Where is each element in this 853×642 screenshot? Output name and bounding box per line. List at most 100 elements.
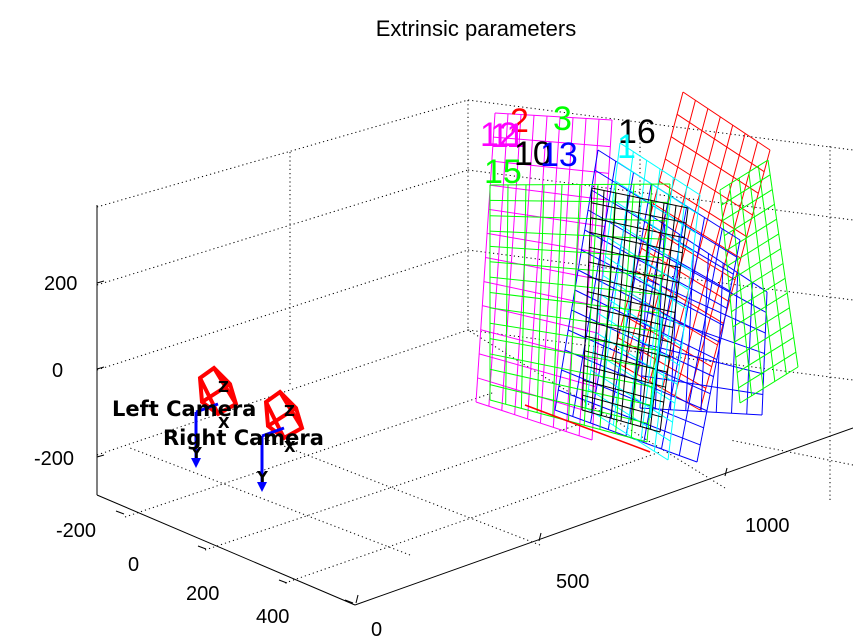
board-grid-line	[619, 142, 701, 196]
board-grid-line	[479, 353, 596, 388]
camera-axis-letter-z: Z	[218, 378, 229, 396]
board-grid-line	[491, 160, 609, 174]
board-grid-line	[676, 113, 765, 173]
camera-frustum-edge	[266, 406, 298, 428]
board-grid-line	[722, 189, 773, 221]
board-grid-line	[582, 394, 662, 418]
board-grid-line	[641, 375, 763, 395]
x-tick-mark	[344, 599, 354, 604]
board-grid-line	[581, 409, 661, 433]
grid-line	[96, 249, 469, 371]
board-grid-line	[475, 401, 593, 441]
board-grid-line	[584, 229, 728, 309]
board-grid-line	[612, 199, 694, 253]
board-grid-line	[554, 149, 599, 411]
board-grid-line	[601, 192, 617, 416]
board-grid-line	[591, 187, 689, 209]
board-grid-line	[696, 239, 741, 463]
tick-marks	[96, 280, 728, 604]
x-tick-mark	[197, 545, 207, 550]
z-tick-label: -200	[34, 448, 74, 470]
board-grid-line	[731, 277, 786, 313]
board-grid-line	[639, 407, 763, 416]
camera-axis-letter-y: Y	[190, 444, 203, 462]
board-grid-line	[489, 368, 651, 406]
board-edge-line	[524, 404, 651, 453]
board-grid-line	[489, 215, 667, 222]
grid-line	[467, 99, 853, 151]
camera-x-axis	[261, 426, 285, 438]
left-camera: ZXY Left Camera	[112, 365, 256, 468]
x-tick-mark	[115, 510, 125, 515]
board-grid-line	[485, 257, 603, 281]
board-grid-line	[719, 159, 769, 191]
board-grid-line	[584, 350, 668, 373]
grid-line	[467, 249, 853, 301]
board-grid-line	[725, 218, 777, 252]
board-grid-line	[610, 195, 629, 419]
board-grid-line	[571, 309, 714, 378]
board-grid-line	[589, 246, 681, 269]
board-grid-magenta	[475, 112, 613, 441]
board-grid-line	[591, 202, 687, 224]
y-tick-mark	[538, 532, 542, 542]
board-grid-line	[729, 263, 784, 297]
board-grid-line	[721, 174, 771, 206]
camera-axis-letter-y: Y	[256, 468, 269, 486]
x-tick-label: 400	[256, 606, 289, 628]
board-grid-line	[640, 202, 665, 427]
board-grid-line	[724, 203, 775, 237]
board-grid-line	[648, 246, 767, 313]
board-grid-line	[734, 307, 790, 343]
board-grid-line	[630, 200, 653, 424]
x-tick-label: -200	[56, 520, 96, 542]
y-tick-mark	[355, 594, 359, 604]
camera-axis-arrow	[257, 482, 267, 492]
z-tick-label: 200	[44, 273, 77, 295]
camera-label: Right Camera	[163, 426, 324, 450]
board-label-15: 15	[484, 153, 522, 191]
board-grid-line	[590, 369, 673, 423]
board-grid-line	[605, 256, 687, 309]
board-label-12: 12	[480, 116, 518, 154]
board-grid-line	[489, 384, 649, 425]
board-label-3: 3	[553, 100, 572, 138]
board-grid-line	[585, 320, 672, 343]
board-grid-line	[617, 161, 698, 215]
board-grid-line	[489, 353, 653, 388]
grid-line	[467, 169, 853, 221]
board-grid-line	[583, 379, 664, 403]
board-grid-line	[568, 329, 711, 395]
board-grid-line	[493, 136, 611, 148]
board-grid-black	[581, 187, 689, 433]
z-tick-label: 0	[52, 360, 63, 382]
y-tick-mark	[724, 467, 728, 477]
board-grid-line	[610, 218, 692, 272]
board-grid-line	[738, 351, 797, 389]
chart-title: Extrinsic parameters	[376, 16, 577, 41]
board-grid-line	[590, 217, 685, 239]
board-grid-line	[682, 91, 771, 151]
board-grid-line	[482, 305, 599, 334]
board-grid-line	[607, 237, 689, 291]
board-grid-line	[739, 366, 799, 404]
board-grid-line	[659, 207, 689, 433]
board-grid-line	[489, 230, 666, 240]
board-grid-line	[670, 136, 759, 194]
board-grid-line	[635, 270, 724, 324]
board-grid-line	[625, 194, 670, 437]
camera-axis-arrow	[191, 458, 201, 468]
camera-frustum-edge	[200, 382, 232, 404]
board-grid-line	[588, 261, 679, 284]
board-grid-line	[494, 112, 613, 121]
board-label-13: 13	[540, 136, 578, 174]
camera-axis-letter-x: X	[218, 414, 230, 432]
board-grid-line	[581, 187, 593, 411]
board-label-10: 10	[514, 135, 552, 173]
x-tick-mark	[278, 579, 288, 584]
board-grid-line	[595, 331, 678, 385]
y-tick-label: 0	[371, 619, 382, 641]
board-grid-line	[644, 311, 765, 354]
